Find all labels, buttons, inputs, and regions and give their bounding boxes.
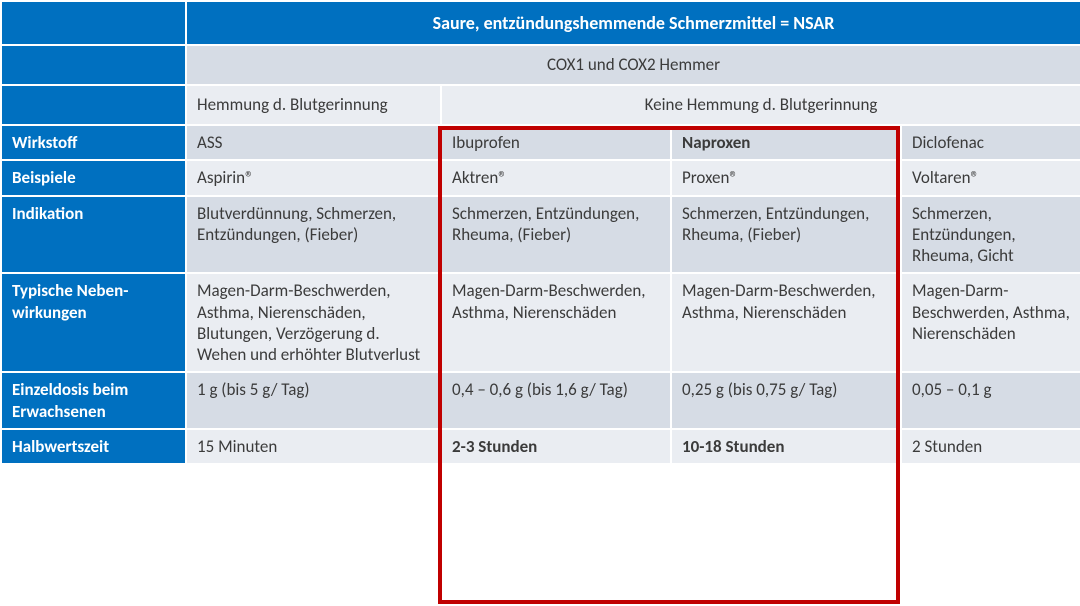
nsar-table: Saure, entzündungshemmende Schmerzmittel… [0, 0, 1080, 465]
nap-indikation: Schmerzen, Entzündungen, Rheuma, (Fieber… [671, 196, 901, 274]
ibu-neben: Magen-Darm-Beschwerden, Asthma, Nierensc… [441, 273, 671, 372]
ass-halb: 15 Minuten [186, 429, 441, 464]
ass-indikation: Blutverdünnung, Schmerzen, Entzündungen,… [186, 196, 441, 274]
ibu-wirkstoff: Ibuprofen [441, 125, 671, 160]
row-dosis: Einzeldosis beim Erwachsenen 1 g (bis 5 … [1, 372, 1080, 429]
label-indikation: Indikation [1, 196, 186, 274]
table-container: Saure, entzündungshemmende Schmerzmittel… [0, 0, 1080, 606]
corner-cell [1, 1, 186, 45]
nap-neben: Magen-Darm-Beschwerden, Asthma, Nierensc… [671, 273, 901, 372]
row-halb: Halbwertszeit 15 Minuten 2-3 Stunden 10-… [1, 429, 1080, 464]
nap-dosis: 0,25 g (bis 0,75 g/ Tag) [671, 372, 901, 429]
ibu-indikation: Schmerzen, Entzündungen, Rheuma, (Fieber… [441, 196, 671, 274]
row-wirkstoff: Wirkstoff ASS Ibuprofen Naproxen Diclofe… [1, 125, 1080, 160]
sub2-label-cell [1, 85, 186, 125]
row-indikation: Indikation Blutverdünnung, Schmerzen, En… [1, 196, 1080, 274]
dic-dosis: 0,05 – 0,1 g [901, 372, 1080, 429]
subheader2-col1: Hemmung d. Blutgerinnung [186, 85, 441, 125]
dic-neben: Magen-Darm-Beschwerden, Asthma, Nierensc… [901, 273, 1080, 372]
dic-wirkstoff: Diclofenac [901, 125, 1080, 160]
row-beispiele: Beispiele Aspirin® Aktren® Proxen® Volta… [1, 160, 1080, 195]
row-neben: Typische Neben-wirkungen Magen-Darm-Besc… [1, 273, 1080, 372]
main-title: Saure, entzündungshemmende Schmerzmittel… [186, 1, 1080, 45]
ibu-halb: 2-3 Stunden [441, 429, 671, 464]
label-beispiele: Beispiele [1, 160, 186, 195]
dic-indikation: Schmerzen, Entzündungen, Rheuma, Gicht [901, 196, 1080, 274]
ass-dosis: 1 g (bis 5 g/ Tag) [186, 372, 441, 429]
ibu-beispiele: Aktren® [441, 160, 671, 195]
title-row: Saure, entzündungshemmende Schmerzmittel… [1, 1, 1080, 45]
subheader1-row: COX1 und COX2 Hemmer [1, 45, 1080, 85]
dic-beispiele: Voltaren® [901, 160, 1080, 195]
label-halb: Halbwertszeit [1, 429, 186, 464]
ass-wirkstoff: ASS [186, 125, 441, 160]
ibu-dosis: 0,4 – 0,6 g (bis 1,6 g/ Tag) [441, 372, 671, 429]
subheader2-col234: Keine Hemmung d. Blutgerinnung [441, 85, 1080, 125]
label-wirkstoff: Wirkstoff [1, 125, 186, 160]
ass-neben: Magen-Darm-Beschwerden, Asthma, Nierensc… [186, 273, 441, 372]
dic-halb: 2 Stunden [901, 429, 1080, 464]
sub1-label-cell [1, 45, 186, 85]
subheader2-row: Hemmung d. Blutgerinnung Keine Hemmung d… [1, 85, 1080, 125]
label-dosis: Einzeldosis beim Erwachsenen [1, 372, 186, 429]
nap-wirkstoff: Naproxen [671, 125, 901, 160]
nap-beispiele: Proxen® [671, 160, 901, 195]
label-neben: Typische Neben-wirkungen [1, 273, 186, 372]
subheader1: COX1 und COX2 Hemmer [186, 45, 1080, 85]
ass-beispiele: Aspirin® [186, 160, 441, 195]
nap-halb: 10-18 Stunden [671, 429, 901, 464]
